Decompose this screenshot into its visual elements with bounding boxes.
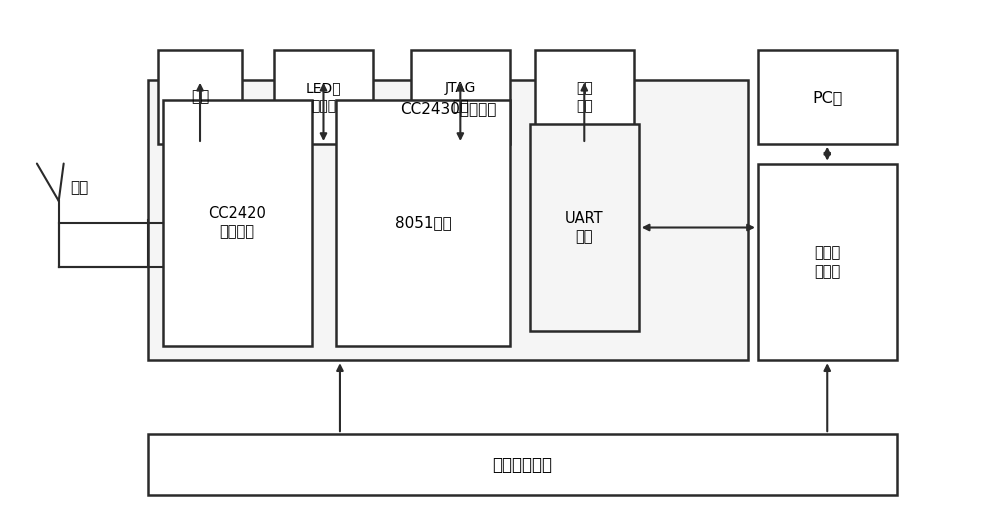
Text: PC机: PC机	[812, 89, 842, 104]
Bar	[758, 163, 897, 360]
Bar	[336, 100, 510, 345]
Text: 电源管理模块: 电源管理模块	[492, 455, 552, 474]
Text: JTAG
接口: JTAG 接口	[445, 82, 476, 113]
Text: LED状
态指示: LED状 态指示	[306, 82, 341, 113]
Bar	[530, 124, 639, 331]
Text: 按键: 按键	[191, 89, 209, 104]
Text: CC2430片上芯片: CC2430片上芯片	[400, 101, 496, 116]
Bar	[411, 51, 510, 144]
Bar	[274, 51, 373, 144]
Bar	[158, 51, 242, 144]
Text: 天线: 天线	[71, 180, 89, 195]
Bar	[148, 80, 748, 360]
Bar	[535, 51, 634, 144]
Text: 扩展
接口: 扩展 接口	[576, 82, 593, 113]
Text: 串行接
口电路: 串行接 口电路	[814, 245, 840, 279]
Text: 8051内核: 8051内核	[395, 215, 452, 230]
Bar	[758, 51, 897, 144]
Text: CC2420
射频模块: CC2420 射频模块	[208, 206, 266, 239]
Text: UART
接口: UART 接口	[565, 211, 604, 245]
Bar	[148, 434, 897, 495]
Bar	[163, 100, 312, 345]
